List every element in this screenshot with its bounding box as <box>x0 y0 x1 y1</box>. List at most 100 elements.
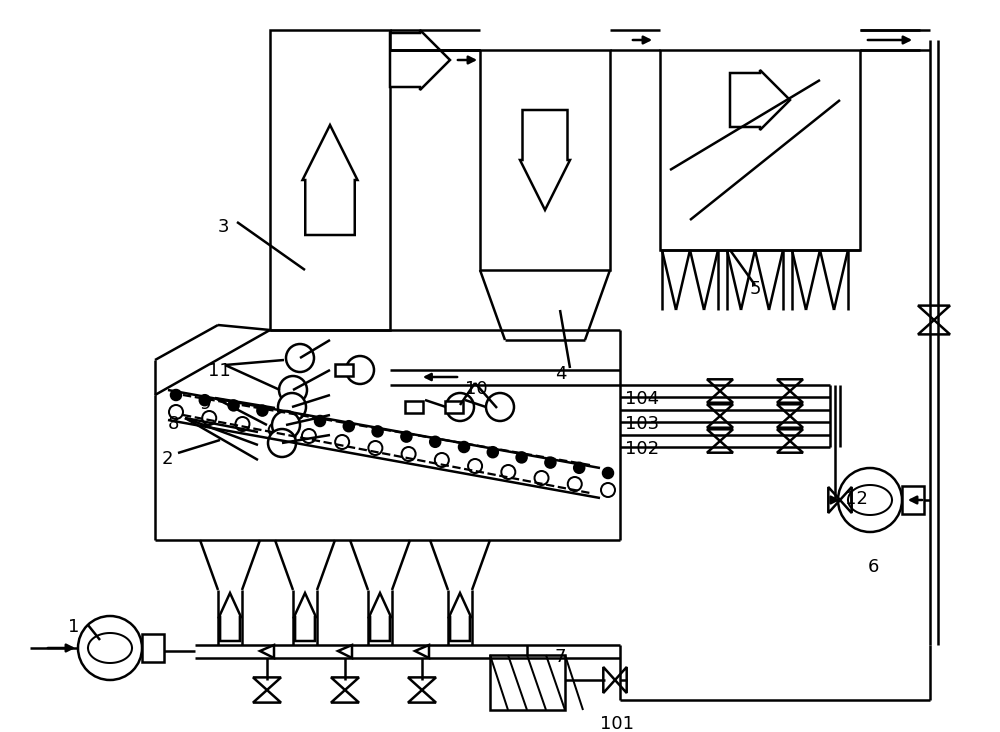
Polygon shape <box>408 690 436 703</box>
Polygon shape <box>331 690 359 703</box>
Circle shape <box>486 393 514 421</box>
Circle shape <box>430 437 440 447</box>
Text: 1: 1 <box>68 618 79 636</box>
Polygon shape <box>707 391 733 403</box>
Circle shape <box>459 442 469 452</box>
Polygon shape <box>338 645 352 658</box>
Polygon shape <box>707 429 733 441</box>
Circle shape <box>268 429 296 457</box>
Circle shape <box>401 432 411 441</box>
Circle shape <box>446 393 474 421</box>
Bar <box>445 401 463 413</box>
Polygon shape <box>777 404 803 416</box>
Polygon shape <box>707 379 733 391</box>
Polygon shape <box>253 690 281 703</box>
Bar <box>270 30 390 330</box>
Circle shape <box>302 429 316 443</box>
Text: 104: 104 <box>625 390 659 408</box>
Circle shape <box>344 421 354 431</box>
Polygon shape <box>777 429 803 441</box>
Text: 2: 2 <box>162 450 174 468</box>
Bar <box>902 486 924 514</box>
Circle shape <box>272 411 300 439</box>
Polygon shape <box>707 404 733 416</box>
Circle shape <box>468 459 482 473</box>
Polygon shape <box>777 391 803 403</box>
Circle shape <box>501 465 515 479</box>
Circle shape <box>601 483 615 497</box>
Polygon shape <box>302 125 358 235</box>
Polygon shape <box>331 677 359 690</box>
Text: 10: 10 <box>465 380 488 398</box>
Bar <box>405 401 423 413</box>
Circle shape <box>278 393 306 421</box>
Circle shape <box>535 471 549 485</box>
Polygon shape <box>615 667 627 693</box>
Polygon shape <box>707 416 733 427</box>
Polygon shape <box>603 667 615 693</box>
Polygon shape <box>369 593 391 641</box>
Text: 9: 9 <box>200 395 212 413</box>
Text: 101: 101 <box>600 715 634 732</box>
Circle shape <box>402 447 416 461</box>
Polygon shape <box>828 487 840 513</box>
Circle shape <box>229 400 239 411</box>
Circle shape <box>574 463 584 473</box>
Circle shape <box>373 427 383 436</box>
Text: 12: 12 <box>845 490 868 508</box>
Text: 8: 8 <box>168 415 179 433</box>
Circle shape <box>488 447 498 458</box>
Circle shape <box>315 416 325 426</box>
Text: 103: 103 <box>625 415 659 433</box>
Polygon shape <box>390 30 450 90</box>
Circle shape <box>235 417 249 431</box>
Polygon shape <box>219 593 241 641</box>
Polygon shape <box>840 487 852 513</box>
Circle shape <box>346 356 374 384</box>
Text: 11: 11 <box>208 362 231 380</box>
Bar <box>660 50 860 250</box>
Polygon shape <box>777 416 803 427</box>
Circle shape <box>603 468 613 478</box>
Polygon shape <box>294 593 316 641</box>
Polygon shape <box>449 593 471 641</box>
Circle shape <box>286 344 314 372</box>
Polygon shape <box>730 70 790 130</box>
Polygon shape <box>918 305 950 320</box>
Circle shape <box>279 376 307 404</box>
Polygon shape <box>918 320 950 335</box>
Circle shape <box>517 452 527 463</box>
Polygon shape <box>260 645 274 658</box>
Polygon shape <box>777 441 803 452</box>
Polygon shape <box>777 379 803 391</box>
Circle shape <box>257 406 267 416</box>
Circle shape <box>269 423 283 437</box>
Text: 3: 3 <box>218 218 230 236</box>
Circle shape <box>545 458 555 468</box>
Circle shape <box>368 441 382 455</box>
Bar <box>142 634 164 662</box>
Circle shape <box>78 616 142 680</box>
Polygon shape <box>253 677 281 690</box>
Bar <box>490 655 565 710</box>
Circle shape <box>169 405 183 419</box>
Polygon shape <box>415 645 429 658</box>
Circle shape <box>838 468 902 532</box>
Circle shape <box>202 411 216 425</box>
Text: 6: 6 <box>868 558 879 576</box>
Circle shape <box>435 453 449 467</box>
Polygon shape <box>520 110 570 210</box>
Text: 102: 102 <box>625 440 659 458</box>
Polygon shape <box>707 441 733 452</box>
Bar <box>335 364 353 376</box>
Circle shape <box>171 390 181 400</box>
Circle shape <box>200 395 210 406</box>
Text: 4: 4 <box>555 365 566 383</box>
Text: 7: 7 <box>555 648 566 666</box>
Circle shape <box>335 435 349 449</box>
Circle shape <box>286 411 296 421</box>
Polygon shape <box>408 677 436 690</box>
Text: 5: 5 <box>750 280 762 298</box>
Circle shape <box>568 477 582 491</box>
Bar <box>480 50 610 270</box>
